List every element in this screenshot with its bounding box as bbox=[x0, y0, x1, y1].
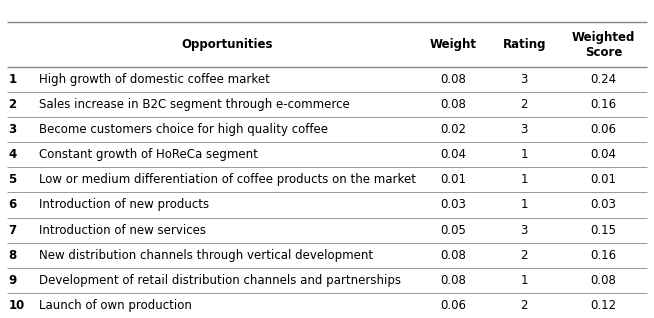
Text: Low or medium differentiation of coffee products on the market: Low or medium differentiation of coffee … bbox=[39, 173, 416, 186]
Text: Introduction of new products: Introduction of new products bbox=[39, 198, 209, 211]
Text: 5: 5 bbox=[9, 173, 17, 186]
Text: Sales increase in B2C segment through e-commerce: Sales increase in B2C segment through e-… bbox=[39, 98, 350, 111]
Text: 0.08: 0.08 bbox=[441, 249, 466, 262]
Text: 0.06: 0.06 bbox=[441, 299, 466, 312]
Text: 6: 6 bbox=[9, 198, 17, 211]
Text: 0.16: 0.16 bbox=[591, 98, 617, 111]
Text: Introduction of new services: Introduction of new services bbox=[39, 224, 206, 237]
Text: 2: 2 bbox=[521, 98, 528, 111]
Text: Rating: Rating bbox=[502, 38, 546, 51]
Text: 0.04: 0.04 bbox=[591, 148, 617, 161]
Text: 0.03: 0.03 bbox=[591, 198, 617, 211]
Text: 0.08: 0.08 bbox=[441, 274, 466, 287]
Text: 0.08: 0.08 bbox=[591, 274, 617, 287]
Text: 0.16: 0.16 bbox=[591, 249, 617, 262]
Text: 1: 1 bbox=[521, 274, 528, 287]
Text: 10: 10 bbox=[9, 299, 25, 312]
Text: 0.01: 0.01 bbox=[441, 173, 466, 186]
Text: High growth of domestic coffee market: High growth of domestic coffee market bbox=[39, 73, 269, 86]
Text: 1: 1 bbox=[521, 173, 528, 186]
Text: Weight: Weight bbox=[430, 38, 477, 51]
Text: 0.01: 0.01 bbox=[591, 173, 617, 186]
Text: 1: 1 bbox=[521, 198, 528, 211]
Text: 1: 1 bbox=[521, 148, 528, 161]
Text: Opportunities: Opportunities bbox=[182, 38, 273, 51]
Text: 0.04: 0.04 bbox=[441, 148, 466, 161]
Text: New distribution channels through vertical development: New distribution channels through vertic… bbox=[39, 249, 373, 262]
Text: 1: 1 bbox=[9, 73, 16, 86]
Text: 3: 3 bbox=[9, 123, 16, 136]
Text: Weighted
Score: Weighted Score bbox=[572, 31, 635, 59]
Text: 3: 3 bbox=[521, 224, 528, 237]
Text: 0.05: 0.05 bbox=[441, 224, 466, 237]
Text: 0.15: 0.15 bbox=[591, 224, 617, 237]
Text: 2: 2 bbox=[9, 98, 16, 111]
Text: 0.24: 0.24 bbox=[591, 73, 617, 86]
Text: Development of retail distribution channels and partnerships: Development of retail distribution chann… bbox=[39, 274, 401, 287]
Text: 7: 7 bbox=[9, 224, 16, 237]
Text: 8: 8 bbox=[9, 249, 17, 262]
Text: Launch of own production: Launch of own production bbox=[39, 299, 192, 312]
Text: Become customers choice for high quality coffee: Become customers choice for high quality… bbox=[39, 123, 328, 136]
Text: 3: 3 bbox=[521, 123, 528, 136]
Text: Constant growth of HoReCa segment: Constant growth of HoReCa segment bbox=[39, 148, 258, 161]
Text: 2: 2 bbox=[521, 249, 528, 262]
Text: 0.08: 0.08 bbox=[441, 98, 466, 111]
Text: 2: 2 bbox=[521, 299, 528, 312]
Text: 0.06: 0.06 bbox=[591, 123, 617, 136]
Text: 0.12: 0.12 bbox=[591, 299, 617, 312]
Text: 0.08: 0.08 bbox=[441, 73, 466, 86]
Text: 9: 9 bbox=[9, 274, 17, 287]
Text: 0.02: 0.02 bbox=[441, 123, 466, 136]
Text: 4: 4 bbox=[9, 148, 17, 161]
Text: 3: 3 bbox=[521, 73, 528, 86]
Text: 0.03: 0.03 bbox=[441, 198, 466, 211]
